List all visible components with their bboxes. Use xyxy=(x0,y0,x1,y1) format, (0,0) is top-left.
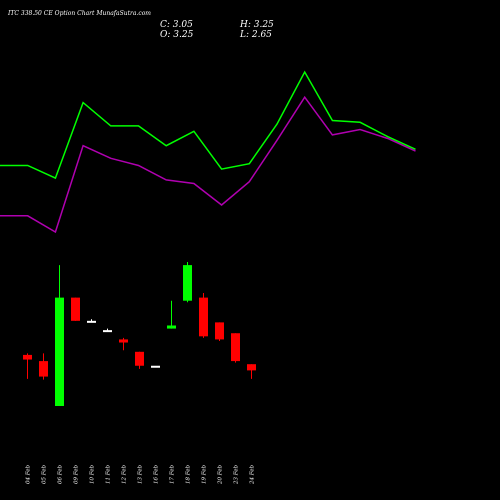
candle xyxy=(231,333,240,363)
x-tick-label: 12 Feb xyxy=(122,465,128,485)
candle xyxy=(119,337,128,351)
x-tick-label: 11 Feb xyxy=(106,465,112,485)
x-tick-label: 19 Feb xyxy=(202,465,208,485)
indicator-lines xyxy=(0,70,416,234)
low-value: L: 2.65 xyxy=(240,30,272,40)
candle-body xyxy=(151,365,160,368)
lower-indicator-line xyxy=(0,95,416,234)
close-value: C: 3.05 xyxy=(160,20,193,30)
x-tick-label: 04 Feb xyxy=(26,465,32,485)
x-tick-label: 05 Feb xyxy=(42,465,48,485)
open-value: O: 3.25 xyxy=(160,30,194,40)
candle xyxy=(151,365,160,368)
candle-body xyxy=(23,354,32,360)
candle xyxy=(87,319,96,323)
candle-body xyxy=(87,320,96,323)
candle-body xyxy=(183,265,192,301)
candle-body xyxy=(39,361,48,377)
candle xyxy=(183,262,192,303)
candle xyxy=(135,351,144,369)
candle xyxy=(247,364,256,379)
candle xyxy=(199,292,208,338)
candle-body xyxy=(119,339,128,343)
candle xyxy=(23,353,32,379)
candles xyxy=(23,262,256,406)
candle-body xyxy=(167,325,176,329)
candle xyxy=(167,300,176,329)
candle-body xyxy=(215,322,224,340)
x-tick-label: 10 Feb xyxy=(90,465,96,485)
candle-body xyxy=(103,330,112,333)
x-tick-label: 24 Feb xyxy=(250,465,256,486)
candle xyxy=(39,353,48,380)
candle xyxy=(215,322,224,341)
x-tick-label: 20 Feb xyxy=(218,465,224,486)
high-value: H: 3.25 xyxy=(240,20,274,30)
x-tick-labels: 04 Feb 05 Feb 06 Feb 09 Feb 10 Feb 11 Feb 12 F… xyxy=(26,465,256,486)
candle-body xyxy=(135,351,144,366)
chart-title: ITC 338.50 CE Option Chart MunafaSutra.c… xyxy=(8,10,151,17)
candle xyxy=(71,297,80,321)
candle-body xyxy=(199,297,208,337)
x-tick-label: 16 Feb xyxy=(154,465,160,485)
x-tick-label: 09 Feb xyxy=(74,465,80,485)
x-tick-label: 06 Feb xyxy=(58,465,64,485)
candle-body xyxy=(55,297,64,406)
candle xyxy=(103,328,112,333)
candle-body xyxy=(247,364,256,371)
candle xyxy=(55,265,64,406)
x-tick-label: 23 Feb xyxy=(234,465,240,486)
x-tick-label: 13 Feb xyxy=(138,465,144,485)
x-tick-label: 17 Feb xyxy=(170,465,176,485)
candle-body xyxy=(231,333,240,362)
x-tick-label: 18 Feb xyxy=(186,465,192,485)
upper-indicator-line xyxy=(0,70,416,180)
candle-body xyxy=(71,297,80,321)
